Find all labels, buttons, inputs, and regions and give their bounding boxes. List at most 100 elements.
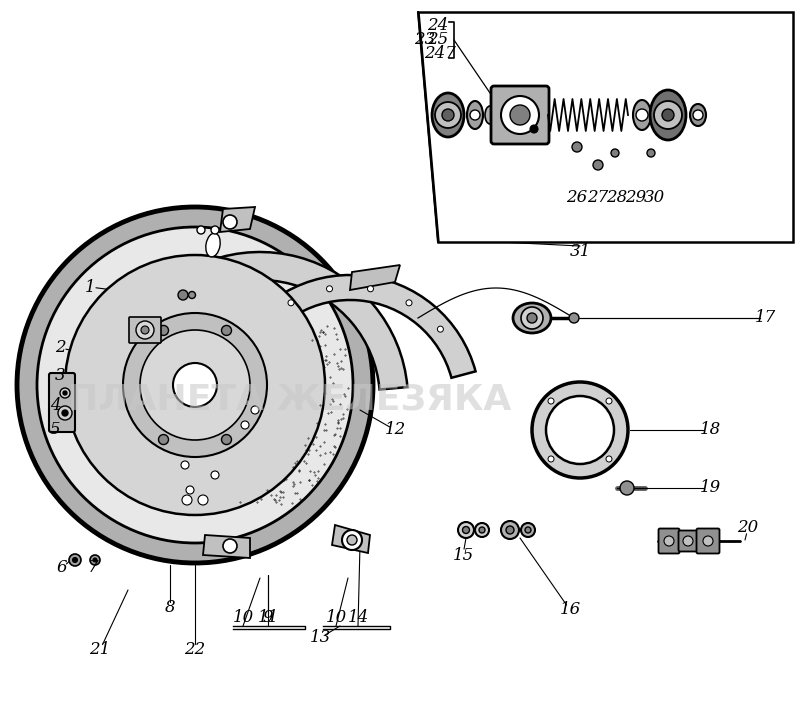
Circle shape: [683, 536, 693, 546]
Circle shape: [37, 227, 353, 543]
Text: 8: 8: [165, 599, 175, 616]
Circle shape: [342, 530, 362, 550]
Circle shape: [211, 471, 219, 479]
Circle shape: [521, 307, 543, 329]
Circle shape: [647, 149, 655, 157]
Text: 18: 18: [699, 421, 721, 439]
Text: 17: 17: [754, 310, 776, 327]
Circle shape: [211, 226, 219, 234]
Circle shape: [521, 523, 535, 537]
Text: 31: 31: [570, 243, 590, 261]
Circle shape: [406, 300, 412, 306]
Text: 14: 14: [347, 609, 369, 627]
Text: 11: 11: [258, 609, 278, 627]
Circle shape: [123, 313, 267, 457]
Ellipse shape: [432, 93, 464, 137]
Circle shape: [548, 456, 554, 462]
FancyBboxPatch shape: [129, 317, 161, 343]
Ellipse shape: [206, 233, 220, 257]
Circle shape: [182, 495, 192, 505]
Circle shape: [620, 481, 634, 495]
Circle shape: [222, 435, 231, 444]
Circle shape: [654, 101, 682, 129]
Circle shape: [173, 363, 217, 407]
FancyBboxPatch shape: [491, 86, 549, 144]
Polygon shape: [220, 207, 255, 232]
Circle shape: [506, 526, 514, 534]
Circle shape: [435, 102, 461, 128]
Circle shape: [662, 109, 674, 121]
Circle shape: [136, 321, 154, 339]
Circle shape: [693, 110, 703, 120]
Circle shape: [62, 410, 68, 416]
Circle shape: [501, 521, 519, 539]
Wedge shape: [232, 275, 475, 378]
FancyBboxPatch shape: [697, 529, 719, 554]
Ellipse shape: [513, 303, 551, 333]
Text: 24: 24: [427, 18, 449, 34]
Text: 10: 10: [232, 609, 254, 627]
Text: 19: 19: [699, 479, 721, 496]
Polygon shape: [350, 265, 400, 290]
Circle shape: [347, 535, 357, 545]
Circle shape: [58, 406, 72, 420]
Circle shape: [462, 526, 470, 533]
Circle shape: [510, 105, 530, 125]
Circle shape: [636, 109, 648, 121]
Circle shape: [569, 313, 579, 323]
Text: 22: 22: [184, 641, 206, 658]
Circle shape: [197, 226, 205, 234]
Circle shape: [63, 391, 67, 395]
Circle shape: [442, 109, 454, 121]
Text: 29: 29: [626, 189, 646, 205]
Ellipse shape: [633, 100, 651, 130]
Circle shape: [158, 435, 169, 444]
Circle shape: [572, 142, 582, 152]
Circle shape: [606, 398, 612, 404]
Text: 3: 3: [54, 367, 66, 383]
Circle shape: [90, 555, 100, 565]
Circle shape: [548, 398, 554, 404]
Circle shape: [60, 388, 70, 398]
Text: 27: 27: [587, 189, 609, 205]
Circle shape: [189, 292, 195, 299]
Circle shape: [93, 558, 97, 562]
Circle shape: [532, 382, 628, 478]
Circle shape: [546, 396, 614, 464]
Ellipse shape: [467, 101, 483, 129]
Circle shape: [198, 495, 208, 505]
Text: ПЛАНЕТА ЖЕЛЕЗЯКА: ПЛАНЕТА ЖЕЛЕЗЯКА: [68, 383, 512, 417]
Polygon shape: [203, 535, 250, 558]
Polygon shape: [332, 525, 370, 553]
Text: 13: 13: [310, 629, 330, 646]
Text: 23: 23: [414, 32, 436, 48]
Circle shape: [251, 406, 259, 414]
Circle shape: [65, 255, 325, 515]
Circle shape: [470, 110, 480, 120]
Circle shape: [479, 527, 485, 533]
Circle shape: [186, 486, 194, 494]
FancyBboxPatch shape: [49, 373, 75, 432]
Circle shape: [141, 326, 149, 334]
Text: 2: 2: [54, 339, 66, 357]
Circle shape: [458, 522, 474, 538]
Text: 30: 30: [643, 189, 665, 205]
Text: 10: 10: [326, 609, 346, 627]
Ellipse shape: [650, 90, 686, 140]
Circle shape: [664, 536, 674, 546]
Text: 4: 4: [50, 397, 60, 414]
Text: 247: 247: [424, 46, 456, 62]
Text: 7: 7: [88, 559, 98, 576]
Circle shape: [525, 527, 531, 533]
Circle shape: [438, 326, 443, 332]
FancyBboxPatch shape: [658, 529, 679, 554]
Text: 16: 16: [559, 601, 581, 618]
Circle shape: [288, 300, 294, 306]
Text: 9: 9: [262, 609, 274, 627]
Text: 15: 15: [452, 547, 474, 564]
Circle shape: [606, 456, 612, 462]
Circle shape: [367, 286, 374, 292]
Text: 28: 28: [606, 189, 628, 205]
Circle shape: [181, 461, 189, 469]
Text: 26: 26: [566, 189, 588, 205]
